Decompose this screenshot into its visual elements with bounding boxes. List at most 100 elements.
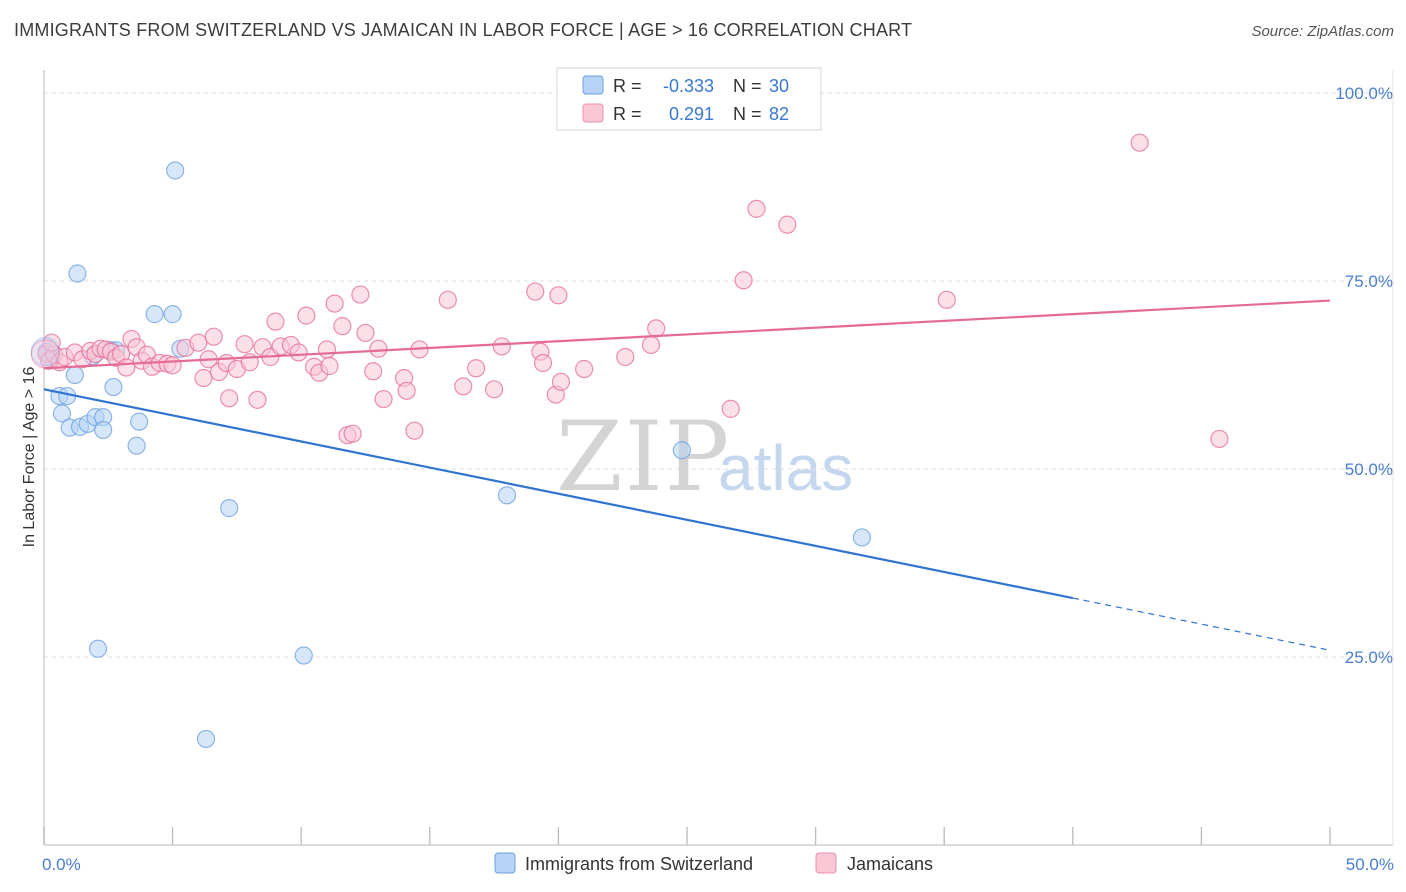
point-0-26 — [88, 639, 108, 658]
watermark-zip: ZIP — [556, 401, 731, 513]
point-0-17 — [127, 436, 146, 455]
point-1-70 — [575, 359, 594, 379]
legend-swatch-switzerland — [582, 75, 604, 95]
point-1-71 — [616, 347, 635, 367]
point-0-25 — [294, 646, 313, 665]
point-0-13 — [94, 420, 113, 440]
point-0-19 — [145, 305, 164, 324]
x-tick-label-0: 0.0% — [42, 855, 81, 874]
point-1-30 — [220, 389, 239, 408]
x-axis-ticks — [43, 70, 1394, 845]
legend-r-value-jamaicans: 0.291 — [669, 104, 714, 124]
point-1-49 — [343, 424, 362, 443]
point-1-24 — [189, 333, 208, 352]
legend-r-value-switzerland: -0.333 — [663, 76, 714, 96]
watermark: ZIP atlas — [556, 401, 853, 513]
point-1-41 — [297, 306, 316, 325]
watermark-atlas: atlas — [718, 432, 853, 504]
chart-title: IMMIGRANTS FROM SWITZERLAND VS JAMAICAN … — [14, 20, 913, 40]
point-0-3 — [52, 404, 72, 423]
point-1-50 — [351, 285, 370, 304]
point-0-21 — [166, 161, 185, 180]
series-1 — [37, 133, 1229, 449]
x-tick-label-1: 50.0% — [1346, 855, 1394, 874]
legend-n-value-switzerland: 30 — [769, 76, 789, 96]
legend-n-label-jamaicans: N = — [733, 104, 762, 124]
point-0-27 — [497, 486, 517, 505]
point-1-37 — [266, 312, 285, 331]
correlation-legend: R = -0.333 N = 30 R = 0.291 N = 82 — [556, 67, 822, 131]
cluster-marker-1 — [30, 339, 60, 369]
legend-swatch-jamaicans — [582, 103, 604, 123]
trend-line-extension-0 — [1072, 597, 1331, 651]
plot-area — [30, 133, 1331, 749]
point-1-59 — [438, 290, 457, 309]
legend-r-label-jamaicans: R = — [613, 104, 642, 124]
trend-line-1 — [43, 299, 1331, 370]
point-0-20 — [163, 305, 182, 324]
point-0-18 — [130, 412, 149, 431]
point-1-76 — [747, 199, 766, 218]
y-tick-label-50: 50.0% — [1345, 460, 1393, 479]
point-1-64 — [526, 282, 545, 301]
bottom-legend-swatch-switzerland — [494, 852, 516, 874]
bottom-legend-label-switzerland: Immigrants from Switzerland — [525, 854, 753, 874]
point-1-63 — [492, 337, 511, 356]
point-0-6 — [65, 365, 84, 385]
point-1-56 — [397, 381, 416, 400]
gridlines — [44, 92, 1393, 658]
bottom-legend-label-jamaicans: Jamaicans — [847, 854, 933, 874]
legend-n-value-jamaicans: 82 — [769, 104, 789, 124]
point-1-14 — [117, 358, 136, 377]
point-1-80 — [1210, 429, 1229, 449]
point-1-45 — [320, 356, 339, 376]
y-axis-label: In Labor Force | Age > 16 — [21, 367, 38, 548]
point-0-7 — [68, 264, 87, 283]
point-1-46 — [325, 294, 344, 313]
point-1-68 — [549, 286, 568, 305]
point-1-51 — [356, 323, 375, 343]
point-1-25 — [194, 368, 213, 388]
y-tick-label-100: 100.0% — [1335, 84, 1393, 103]
source-credit: Source: ZipAtlas.com — [1251, 23, 1394, 40]
point-1-53 — [369, 339, 388, 358]
point-0-23 — [196, 729, 216, 749]
point-1-34 — [248, 390, 267, 409]
point-1-62 — [485, 380, 504, 399]
point-1-79 — [1130, 133, 1149, 152]
point-1-69 — [551, 372, 571, 391]
point-1-60 — [454, 377, 473, 396]
point-1-75 — [734, 271, 753, 290]
trend-line-0 — [43, 388, 1074, 600]
point-1-66 — [533, 353, 553, 373]
legend-n-label-switzerland: N = — [733, 76, 762, 96]
legend-r-label-switzerland: R = — [613, 76, 642, 96]
y-tick-labels: 25.0% 50.0% 75.0% 100.0% — [1335, 84, 1393, 667]
point-0-28 — [672, 441, 691, 460]
point-0-29 — [852, 528, 871, 547]
point-1-54 — [374, 389, 393, 409]
point-1-32 — [235, 335, 254, 354]
point-1-22 — [163, 356, 182, 375]
point-1-40 — [289, 343, 308, 362]
point-1-78 — [937, 290, 956, 309]
point-0-15 — [104, 377, 123, 397]
point-1-74 — [721, 399, 740, 418]
point-1-81 — [42, 333, 61, 352]
y-tick-label-75: 75.0% — [1345, 272, 1393, 291]
point-1-61 — [466, 359, 486, 378]
point-1-77 — [778, 215, 797, 234]
point-1-57 — [405, 421, 424, 440]
point-0-24 — [220, 499, 239, 518]
point-1-73 — [647, 319, 666, 338]
point-1-47 — [333, 317, 352, 336]
y-tick-label-25: 25.0% — [1345, 648, 1393, 667]
point-1-72 — [641, 335, 661, 355]
x-tick-labels: 0.0% 50.0% — [42, 855, 1394, 874]
point-1-44 — [317, 340, 337, 359]
point-1-27 — [204, 327, 223, 346]
series-legend: Immigrants from Switzerland Jamaicans — [494, 852, 933, 874]
point-1-52 — [364, 362, 383, 381]
bottom-legend-swatch-jamaicans — [815, 852, 837, 874]
